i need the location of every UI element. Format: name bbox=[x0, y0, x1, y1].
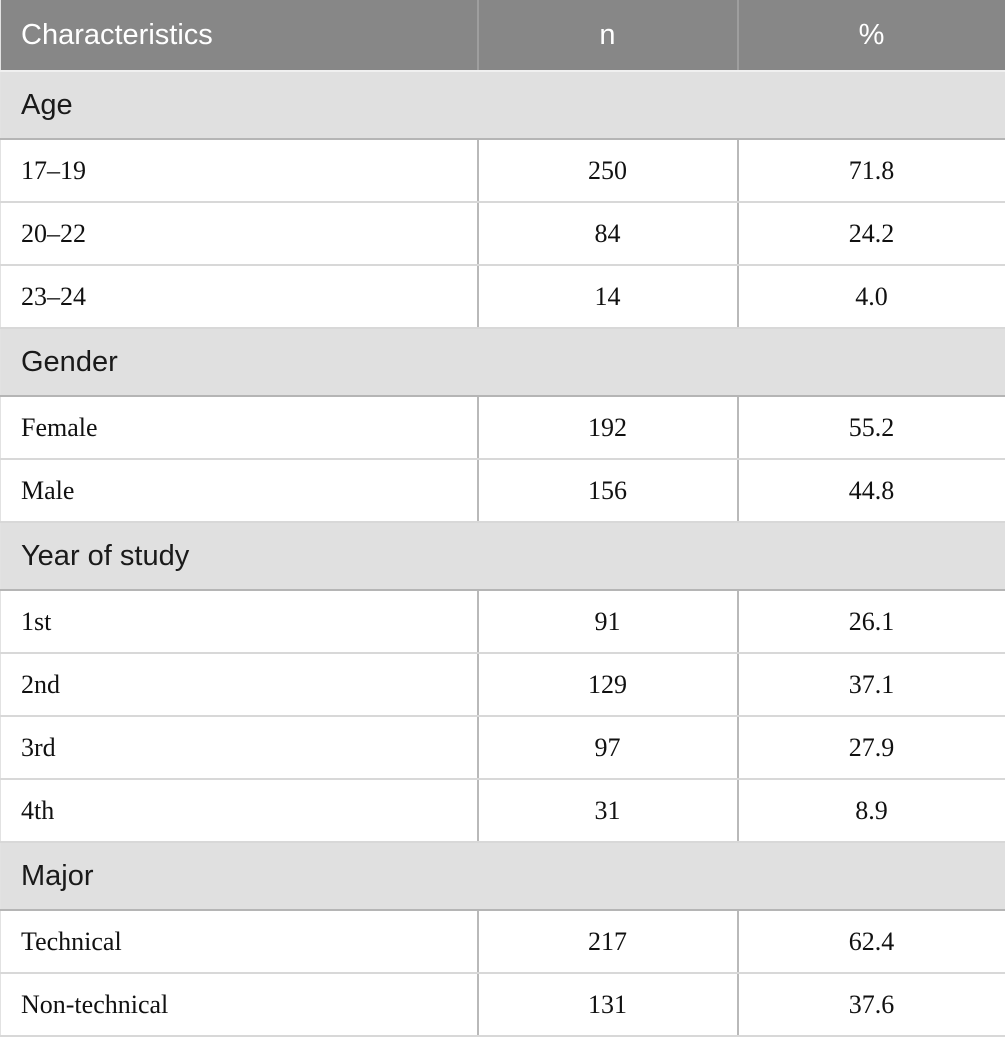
section-row-age: Age bbox=[1, 71, 1005, 139]
row-percent-value: 62.4 bbox=[738, 910, 1005, 973]
row-label: 20–22 bbox=[1, 202, 478, 265]
row-percent-value: 26.1 bbox=[738, 590, 1005, 653]
row-percent-value: 24.2 bbox=[738, 202, 1005, 265]
row-n-value: 192 bbox=[478, 396, 738, 459]
column-header-characteristics: Characteristics bbox=[1, 0, 478, 71]
row-percent-value: 55.2 bbox=[738, 396, 1005, 459]
row-percent-value: 4.0 bbox=[738, 265, 1005, 328]
row-label: 2nd bbox=[1, 653, 478, 716]
row-n-value: 156 bbox=[478, 459, 738, 522]
row-n-value: 250 bbox=[478, 139, 738, 202]
column-header-n: n bbox=[478, 0, 738, 71]
row-percent-value: 44.8 bbox=[738, 459, 1005, 522]
section-row-gender: Gender bbox=[1, 328, 1005, 396]
row-n-value: 31 bbox=[478, 779, 738, 842]
section-label: Year of study bbox=[1, 522, 1005, 590]
row-percent-value: 27.9 bbox=[738, 716, 1005, 779]
row-n-value: 91 bbox=[478, 590, 738, 653]
section-row-major: Major bbox=[1, 842, 1005, 910]
table-header-row: Characteristics n % bbox=[1, 0, 1005, 71]
row-label: 3rd bbox=[1, 716, 478, 779]
row-n-value: 217 bbox=[478, 910, 738, 973]
row-n-value: 97 bbox=[478, 716, 738, 779]
row-label: Female bbox=[1, 396, 478, 459]
row-label: 1st bbox=[1, 590, 478, 653]
column-header-percent: % bbox=[738, 0, 1005, 71]
section-label: Age bbox=[1, 71, 1005, 139]
row-n-value: 129 bbox=[478, 653, 738, 716]
section-row-year-of-study: Year of study bbox=[1, 522, 1005, 590]
row-label: 23–24 bbox=[1, 265, 478, 328]
row-label: 17–19 bbox=[1, 139, 478, 202]
row-percent-value: 8.9 bbox=[738, 779, 1005, 842]
row-percent-value: 71.8 bbox=[738, 139, 1005, 202]
row-n-value: 84 bbox=[478, 202, 738, 265]
row-n-value: 14 bbox=[478, 265, 738, 328]
row-label: Male bbox=[1, 459, 478, 522]
row-label: Technical bbox=[1, 910, 478, 973]
section-label: Gender bbox=[1, 328, 1005, 396]
section-label: Major bbox=[1, 842, 1005, 910]
row-percent-value: 37.1 bbox=[738, 653, 1005, 716]
row-label: 4th bbox=[1, 779, 478, 842]
